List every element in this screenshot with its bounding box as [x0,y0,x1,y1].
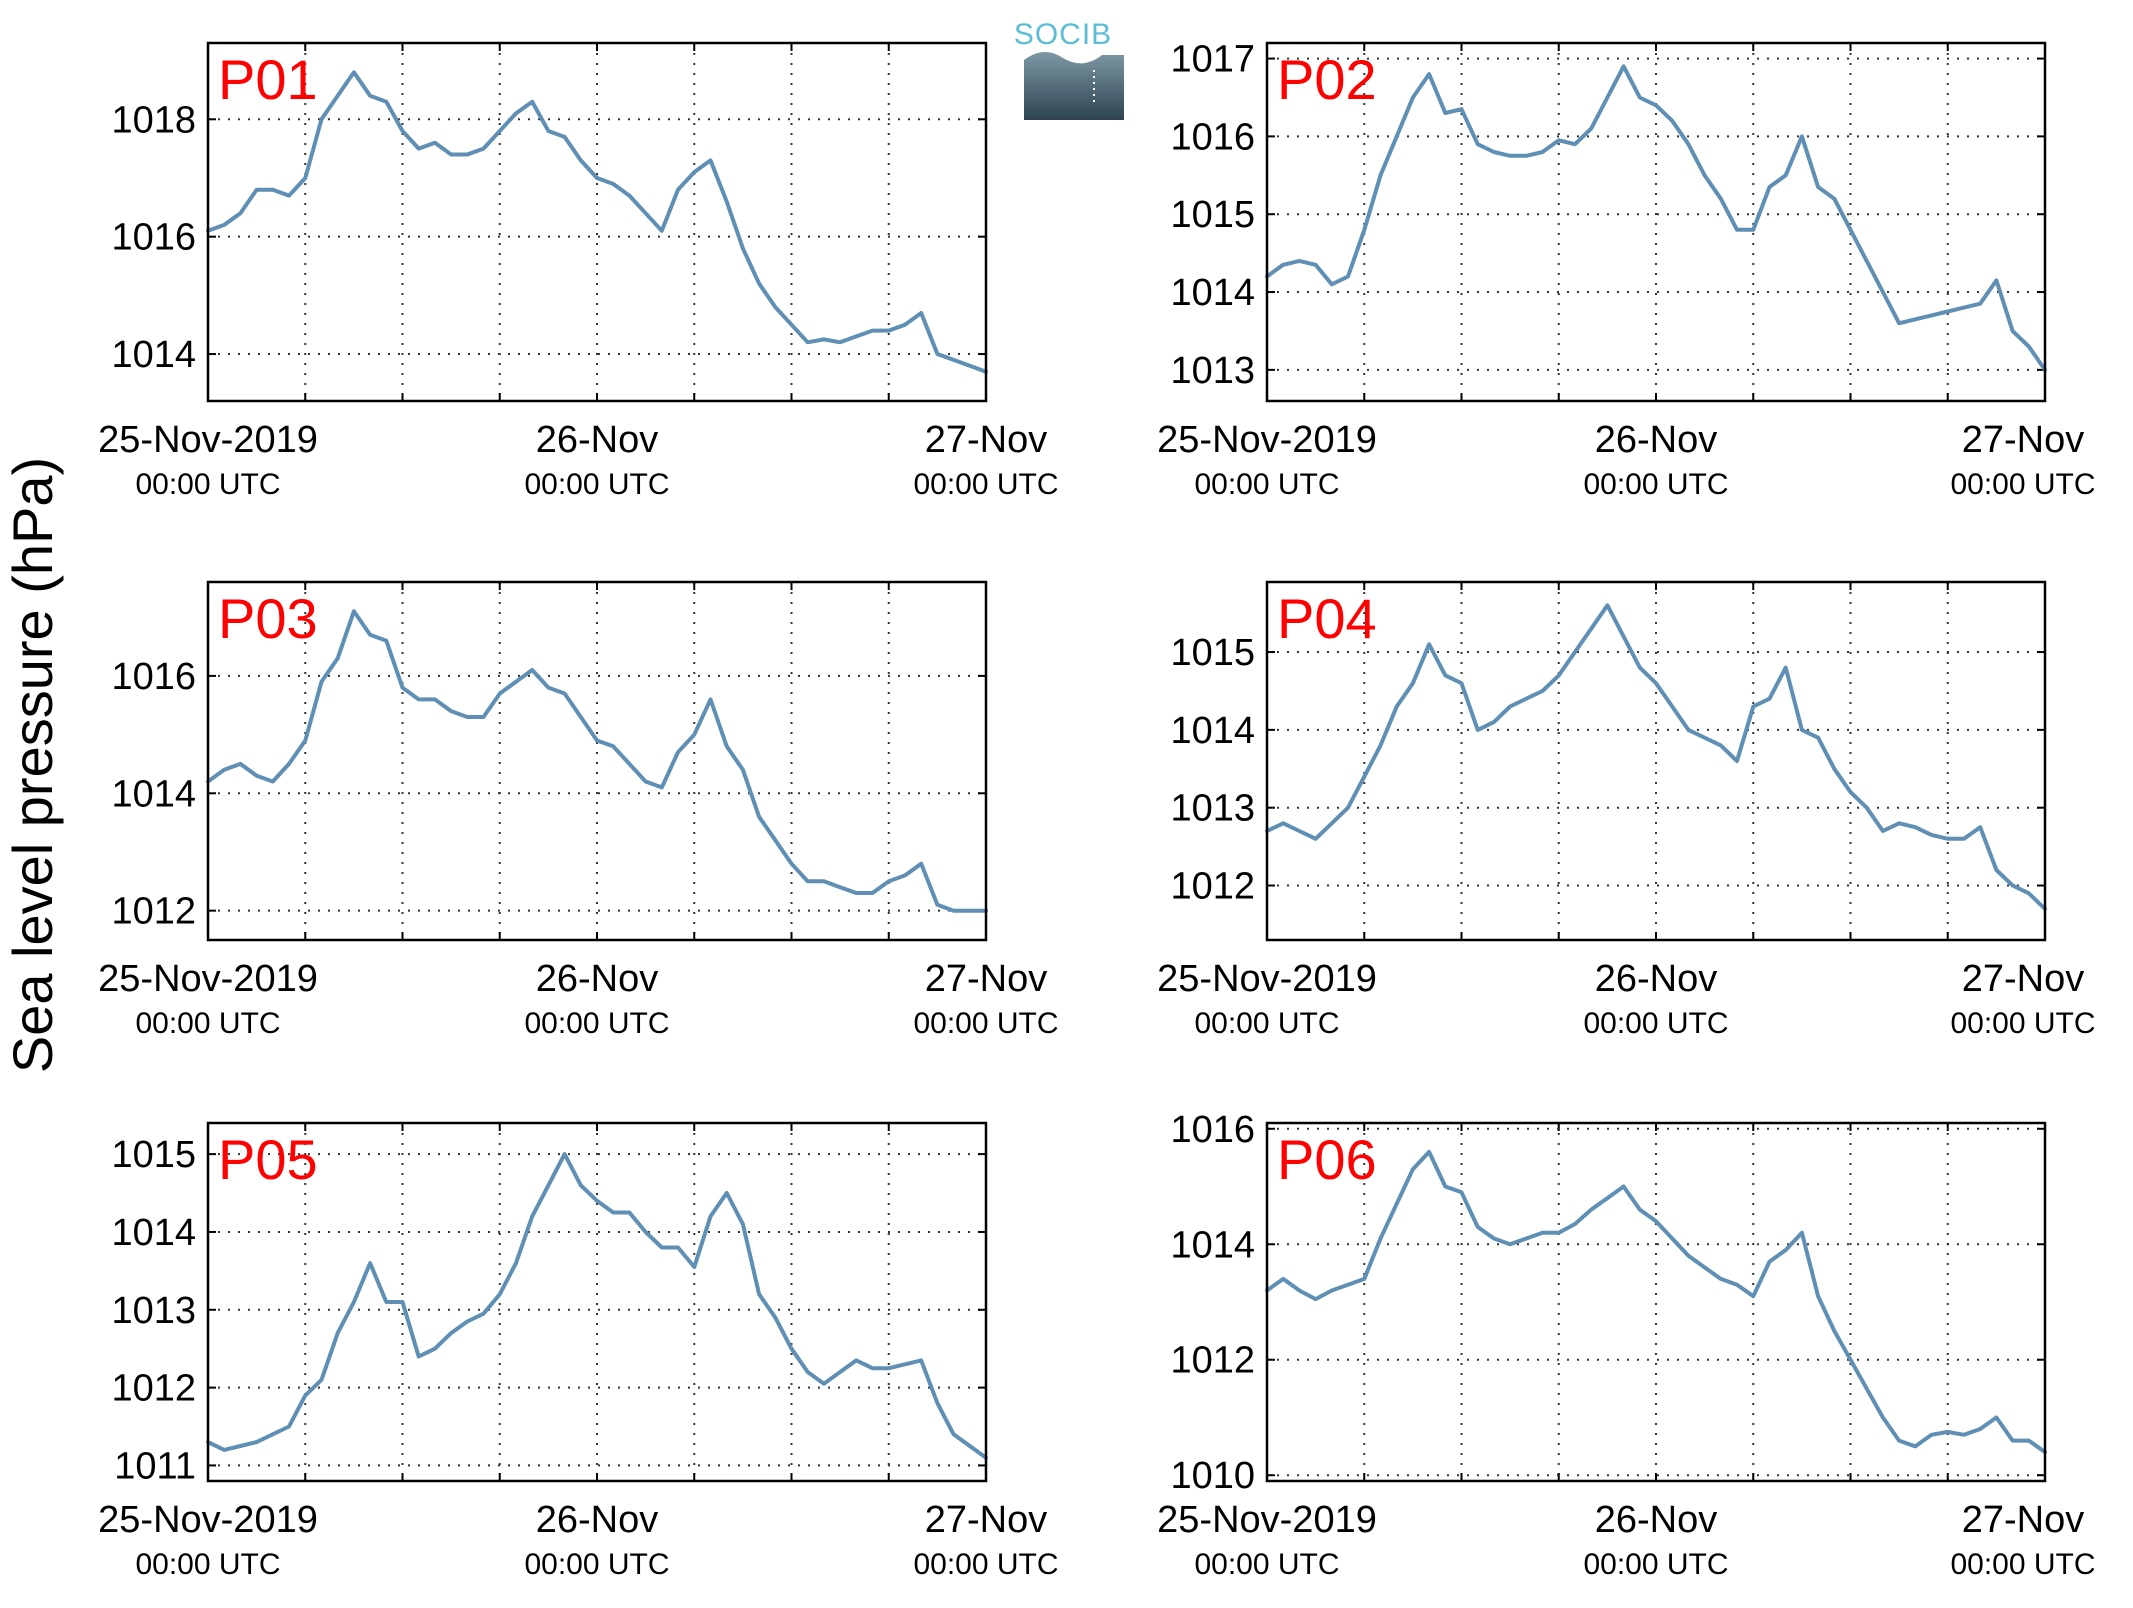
y-tick-label: 1013 [1170,788,1255,830]
x-tick-label-time: 00:00 UTC [524,1007,669,1040]
panel-label: P01 [218,48,318,111]
y-tick-label: 1014 [111,334,196,376]
x-tick-label-time: 00:00 UTC [1194,468,1339,501]
x-tick-label-time: 00:00 UTC [1194,1548,1339,1581]
x-tick-label-time: 00:00 UTC [1950,468,2095,501]
x-tick-label-date: 25-Nov-2019 [98,1499,318,1541]
x-tick-label-time: 00:00 UTC [913,468,1058,501]
series-line [206,70,988,374]
x-tick-label-time: 00:00 UTC [1950,1548,2095,1581]
panel-label: P04 [1277,587,1377,650]
panel-label: P03 [218,587,318,650]
series-line [1265,1149,2047,1455]
x-tick-label-time: 00:00 UTC [135,1007,280,1040]
x-tick-label-time: 00:00 UTC [1583,1007,1728,1040]
x-tick-label-date: 26-Nov [536,419,659,461]
logo-text: SOCIB [1014,18,1112,51]
x-tick-label-time: 00:00 UTC [135,468,280,501]
panel-label: P05 [218,1128,318,1191]
panel-label: P02 [1277,48,1377,111]
x-tick-label-date: 27-Nov [1962,958,2085,1000]
y-tick-label: 1010 [1170,1455,1255,1497]
y-tick-label: 1012 [1170,866,1255,908]
axes-frame [1265,1121,2047,1483]
panel-p04: 1012 1013 1014 1015 25-Nov-2019 00:00 UTC 26-N… [1157,580,2096,1040]
panel-p02: 1013 1014 1015 1016 1017 25-Nov-2019 00:00 UTC… [1157,39,2095,501]
x-tick-label-date: 25-Nov-2019 [1157,419,1377,461]
series-line [206,609,988,913]
y-tick-label: 1011 [114,1445,196,1487]
panels: 1014 1016 1018 25-Nov-2019 00:00 UTC 26-Nov 00… [98,39,2095,1581]
x-tick-label-time: 00:00 UTC [1950,1007,2095,1040]
x-tick-label-time: 00:00 UTC [1583,468,1728,501]
axes-frame [206,41,988,403]
x-tick-label-date: 26-Nov [536,958,659,1000]
y-tick-label: 1014 [1170,710,1255,752]
x-tick-label-time: 00:00 UTC [135,1548,280,1581]
y-tick-label: 1013 [1170,350,1255,392]
x-tick-label-date: 26-Nov [1595,958,1718,1000]
y-tick-label: 1014 [111,1212,196,1254]
x-tick-label-time: 00:00 UTC [913,1007,1058,1040]
y-tick-label: 1018 [111,99,196,141]
logo-wave-icon [1024,51,1124,120]
y-tick-label: 1013 [111,1290,196,1332]
axes-frame [1265,580,2047,942]
series-line [1265,64,2047,372]
x-tick-label-date: 27-Nov [925,419,1048,461]
y-tick-label: 1012 [1170,1340,1255,1382]
x-tick-label-date: 26-Nov [1595,419,1718,461]
y-tick-label: 1015 [1170,632,1255,674]
x-tick-label-date: 26-Nov [1595,1499,1718,1541]
x-tick-label-date: 26-Nov [536,1499,659,1541]
y-tick-label: 1012 [111,1368,196,1410]
x-tick-label-date: 27-Nov [925,1499,1048,1541]
y-tick-label: 1016 [1170,1109,1255,1151]
series-line [206,1152,988,1460]
y-tick-label: 1015 [111,1134,196,1176]
x-tick-label-date: 25-Nov-2019 [1157,958,1377,1000]
x-tick-label-time: 00:00 UTC [913,1548,1058,1581]
axes-frame [206,1121,988,1483]
y-tick-label: 1017 [1170,39,1255,81]
panel-p03: 1012 1014 1016 25-Nov-2019 00:00 UTC 26-Nov 00… [98,580,1059,1040]
y-tick-label: 1016 [111,656,196,698]
panel-p01: 1014 1016 1018 25-Nov-2019 00:00 UTC 26-Nov 00… [98,41,1059,501]
x-tick-label-date: 27-Nov [1962,1499,2085,1541]
y-tick-label: 1014 [111,773,196,815]
x-tick-label-time: 00:00 UTC [524,1548,669,1581]
axes-frame [206,580,988,942]
x-tick-label-date: 25-Nov-2019 [98,958,318,1000]
y-tick-label: 1014 [1170,1224,1255,1266]
x-tick-label-date: 27-Nov [1962,419,2085,461]
panel-label: P06 [1277,1128,1377,1191]
panel-p06: 1010 1012 1014 1016 25-Nov-2019 00:00 UTC 26-N… [1157,1109,2095,1581]
panel-p05: 1011 1012 1013 1014 1015 25-Nov-2019 00:00 UTC… [98,1121,1059,1581]
x-tick-label-date: 25-Nov-2019 [98,419,318,461]
x-tick-label-time: 00:00 UTC [524,468,669,501]
axes-frame [1265,41,2047,403]
x-tick-label-date: 25-Nov-2019 [1157,1499,1377,1541]
y-tick-label: 1012 [111,891,196,933]
y-tick-label: 1014 [1170,272,1255,314]
y-axis-label: Sea level pressure (hPa) [1,457,64,1073]
socib-logo: SOCIB [1014,18,1124,120]
series-line [1265,603,2047,911]
y-tick-label: 1015 [1170,194,1255,236]
x-tick-label-date: 27-Nov [925,958,1048,1000]
y-tick-label: 1016 [111,217,196,259]
x-tick-label-time: 00:00 UTC [1583,1548,1728,1581]
x-tick-label-time: 00:00 UTC [1194,1007,1339,1040]
y-tick-label: 1016 [1170,116,1255,158]
